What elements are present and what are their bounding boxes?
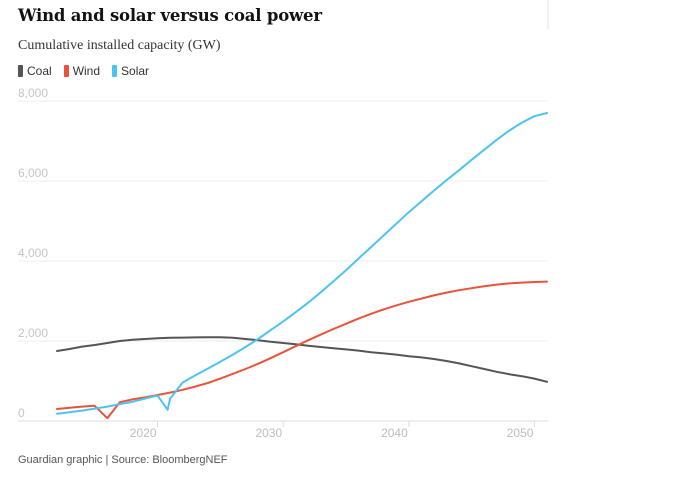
legend-item-wind: Wind [63,64,101,78]
y-tick-label: 0 [18,406,25,420]
y-tick-label: 2,000 [18,326,48,340]
series-lines [56,112,548,420]
x-tick-label: 2050 [507,426,534,440]
source-footer: Guardian graphic | Source: BloombergNEF [18,454,228,466]
y-tick-label: 6,000 [18,166,48,180]
legend-item-solar: Solar [112,64,149,78]
y-axis-ticks: 0 2,000 4,000 6,000 8,000 [18,86,48,420]
legend: Coal Wind Solar [18,64,149,78]
x-tick-label: 2020 [130,426,157,440]
chart-subtitle: Cumulative installed capacity (GW) [18,38,221,53]
series-line-wind [56,280,548,420]
chart-title: Wind and solar versus coal power [18,6,322,25]
legend-item-coal: Coal [18,64,52,78]
y-tick-label: 8,000 [18,86,48,100]
legend-label-solar: Solar [121,64,150,78]
legend-swatch-coal [18,65,23,77]
legend-label-wind: Wind [72,64,101,78]
x-axis-ticks: 2020 2030 2040 2050 [130,421,535,440]
gridlines [18,100,548,422]
series-line-coal [56,336,548,383]
x-tick-label: 2040 [381,426,408,440]
legend-swatch-solar [112,65,118,77]
x-tick-label: 2030 [255,426,282,440]
y-tick-label: 4,000 [18,246,48,260]
legend-label-coal: Coal [27,64,52,78]
legend-swatch-wind [63,65,69,77]
series-line-solar [56,112,548,415]
